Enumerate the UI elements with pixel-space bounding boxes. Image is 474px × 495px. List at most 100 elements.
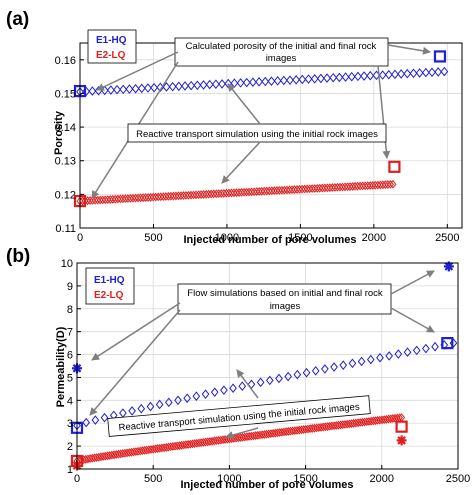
panel-a-e2-lq-point <box>293 185 301 194</box>
panel-a-e1-hq-point <box>378 70 387 80</box>
panel-b-legend-e2-lq: E2-LQ <box>94 290 124 301</box>
panel-a-e2-lq-point <box>361 181 369 191</box>
panel-a-e1-hq-point <box>212 79 220 90</box>
panel-a-e1-hq-point <box>125 84 134 94</box>
panel-a-e2-lq-point <box>220 188 228 198</box>
panel-b-arrow-to-e1-final <box>390 307 435 333</box>
panel-a-e1-hq-point <box>360 71 368 81</box>
panel-a-e2-lq-point <box>386 180 394 189</box>
panel-b-series-e2-lq <box>73 413 406 466</box>
panel-a-e1-hq-point <box>415 68 424 78</box>
panel-a-e1-hq-point <box>242 77 251 88</box>
panel-a-e1-hq-point <box>391 69 399 80</box>
panel-a-e2-lq-point <box>240 187 248 197</box>
panel-a-e1-hq-point <box>329 72 338 83</box>
panel-b-x-ticks: 0 500 1000 1500 2000 2500 <box>74 465 470 485</box>
panel-a-y-tick-label: 0.14 <box>55 122 76 134</box>
panel-a-e1-hq-point <box>341 72 350 82</box>
panel-a-arrow-to-e1-initial <box>96 51 179 91</box>
panel-a-highlight-square <box>433 50 447 63</box>
panel-b-x-tick-label: 2000 <box>370 473 394 485</box>
panel-b-highlight-square <box>441 337 454 350</box>
panel-a-legend-box <box>87 29 137 64</box>
panel-b-e1-hq-point <box>220 385 228 395</box>
panel-a-e2-lq-point <box>288 185 296 195</box>
panel-b-y-tick-label: 9 <box>67 281 73 293</box>
panel-a-e1-hq-point <box>304 74 313 84</box>
panel-a-e2-lq-point <box>149 192 157 202</box>
panel-a-x-tick-label: 500 <box>144 232 162 244</box>
panel-a-y-axis-label: Porosity <box>53 110 65 155</box>
panel-a-e1-hq-point <box>162 82 171 92</box>
panel-a-e2-lq-point <box>129 193 137 203</box>
panel-a-e2-lq-point <box>381 180 389 190</box>
panel-a-series-e2-lq <box>76 179 397 206</box>
panel-a-e2-lq-point <box>200 190 208 199</box>
panel-a-e2-lq-point <box>225 188 233 198</box>
panel-a-e1-hq-point <box>354 71 362 82</box>
panel-b-e1-hq-point <box>394 349 403 359</box>
panel-a-e2-lq-point <box>258 186 266 196</box>
panel-a-e2-lq-point <box>195 190 203 200</box>
panel-a-e1-hq-point <box>317 73 325 84</box>
panel-a-e2-lq-point <box>126 193 134 203</box>
panel-a: (a) 0 500 1000 1500 2000 2500 0.110.120.130.1… <box>6 9 463 246</box>
panel-a-e1-hq-point <box>199 80 208 90</box>
panel-a-e2-lq-point <box>341 182 349 192</box>
panel-a-e1-hq-point <box>347 71 356 82</box>
panel-a-e1-hq-point <box>310 73 319 84</box>
panel-a-e2-lq-point <box>248 187 256 197</box>
panel-b-x-tick-label: 2500 <box>446 473 470 485</box>
panel-b-y-tick-label: 5 <box>67 372 73 384</box>
panel-a-annotation-1-line-1: Calculated porosity of the initial and f… <box>186 41 377 52</box>
panel-a-e2-lq-point <box>215 189 223 199</box>
panel-a-e2-lq-point <box>119 194 127 204</box>
panel-b-e1-hq-point <box>146 401 155 412</box>
panel-b-y-tick-label: 3 <box>67 418 73 430</box>
panel-a-e2-lq-point <box>290 185 299 194</box>
panel-a-annotation-box-2 <box>127 123 387 143</box>
panel-a-e2-lq-point <box>278 185 286 195</box>
panel-a-e2-lq-point <box>343 182 352 192</box>
panel-a-e1-hq-point <box>409 68 418 79</box>
panel-b-e1-hq-point <box>348 358 357 369</box>
panel-a-e2-lq-point <box>111 194 119 204</box>
panel-b-legend-box <box>85 267 135 305</box>
panel-b-y-tick-label: 4 <box>67 395 73 407</box>
panel-b-e1-hq-point <box>137 403 146 414</box>
panel-a-e2-lq-point <box>94 195 102 205</box>
panel-a-e2-lq-point <box>379 180 387 190</box>
panel-a-x-tick-label: 0 <box>77 232 83 244</box>
panel-a-e1-hq-point <box>205 79 214 90</box>
panel-a-y-ticks: 0.11 0.12 0.13 0.14 0.15 0.16 <box>55 55 84 235</box>
panel-a-e2-lq-point <box>177 191 185 201</box>
panel-a-e2-lq-point <box>157 192 165 202</box>
panel-a-e2-lq-point <box>91 195 99 205</box>
panel-a-e1-hq-point <box>422 67 430 78</box>
panel-a-e2-lq-point <box>106 195 114 204</box>
panel-b-arrow-to-e1-initial <box>89 309 181 416</box>
panel-a-e2-lq-point <box>207 189 215 199</box>
panel-a-e2-lq-point <box>174 191 182 201</box>
panel-a-e1-hq-point <box>298 74 307 85</box>
panel-a-e2-lq-point <box>192 190 200 200</box>
panel-a-e2-lq-point <box>260 186 268 196</box>
panel-a-e2-lq-point <box>210 189 218 199</box>
panel-b-e1-hq-point <box>192 391 201 402</box>
panel-b-annotation-box-2 <box>107 395 371 437</box>
panel-a-e2-lq-point <box>190 190 198 200</box>
panel-a-e2-lq-point <box>182 190 190 200</box>
panel-b-y-ticks: 1 2 3 4 5 6 7 8 9 10 <box>61 258 81 476</box>
panel-a-e2-lq-point <box>142 193 150 202</box>
panel-b-e1-hq-point <box>321 364 329 374</box>
panel-b-e1-hq-point <box>284 371 293 382</box>
panel-a-e2-lq-point <box>230 188 238 198</box>
panel-a-series-e1-hq <box>76 66 449 97</box>
panel-a-e2-lq-point <box>101 195 109 205</box>
panel-a-x-tick-label: 1500 <box>288 232 312 244</box>
panel-b-y-tick-label: 1 <box>67 464 73 476</box>
panel-b-annotation-1-line-2: images <box>270 301 301 312</box>
panel-a-e2-lq-point <box>222 188 230 198</box>
panel-a-e2-lq-point <box>265 186 273 196</box>
